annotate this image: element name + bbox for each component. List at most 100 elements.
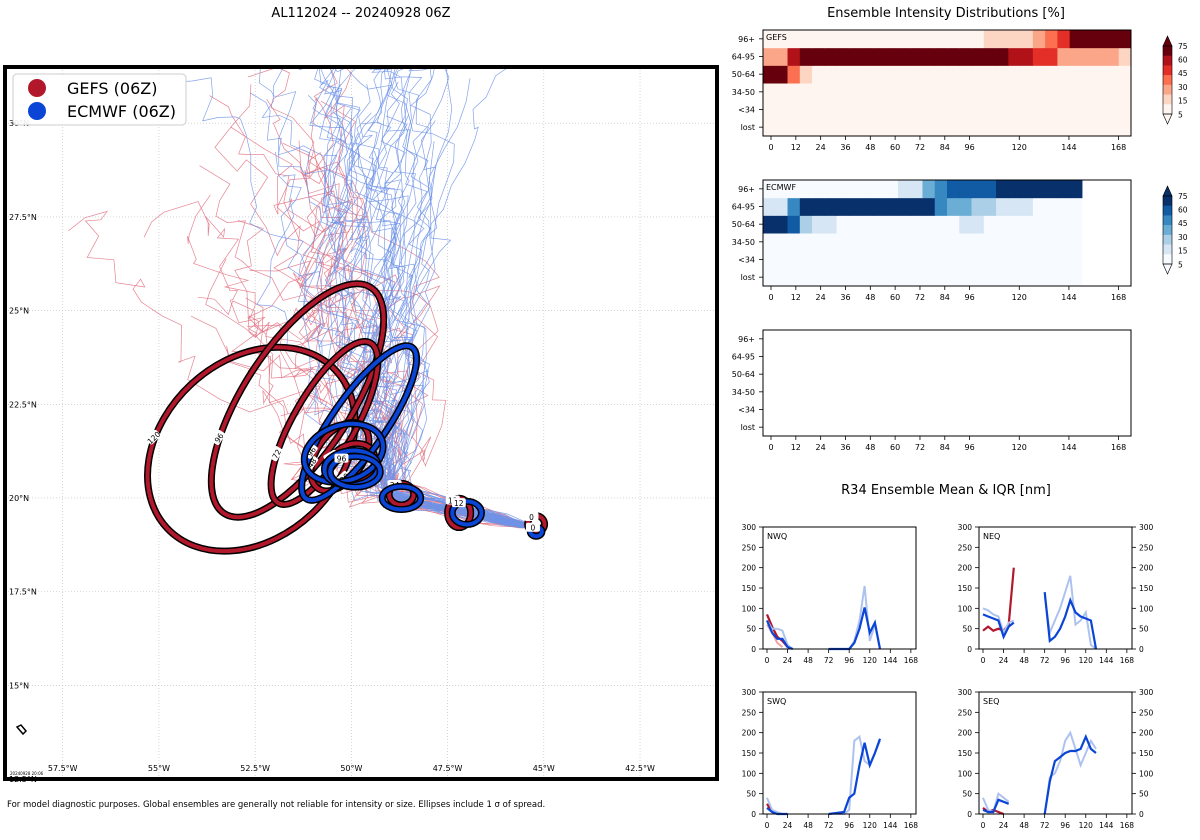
x-tick-label: 48 — [803, 656, 813, 665]
heatmap-cell — [1008, 47, 1022, 66]
ecmwf-track — [308, 95, 537, 529]
lon-tick-label: 45°W — [533, 764, 555, 773]
x-tick-label: 120 — [863, 821, 878, 830]
y-tick-label: 250 — [742, 543, 757, 552]
y-tick-label: 200 — [1139, 729, 1154, 738]
heatmap-cell — [836, 30, 850, 49]
x-tick-label: 24 — [783, 821, 793, 830]
x-tick-label: 168 — [904, 821, 919, 830]
y-tick-label: 200 — [742, 564, 757, 573]
colorbar-tick-label: 15 — [1178, 96, 1188, 105]
heatmap-cell — [910, 30, 923, 49]
colorbar-tick-label: 30 — [1178, 233, 1188, 242]
heatmap-cell — [812, 197, 825, 216]
heatmap-cell — [922, 118, 936, 137]
y-category-label: 64-95 — [732, 53, 755, 62]
heatmap-cell — [897, 233, 911, 252]
ecmwf-track — [383, 66, 537, 529]
x-tick-label: 144 — [883, 821, 898, 830]
ellipse-hour-label: 72 — [271, 448, 284, 461]
r34-panel-nwq: NWQ 0 24 48 72 96 120 144 168 0 50 100 150 200 250 300 — [742, 523, 919, 665]
x-tick-label: 96 — [1060, 821, 1070, 830]
heatmap-cell — [934, 250, 948, 269]
heatmap-cell — [1057, 180, 1071, 199]
heatmap-cell — [983, 250, 997, 269]
heatmap-cell — [934, 268, 948, 287]
heatmap-panel-empty: 96+ 64-95 50-64 34-50 <34 lost 0 12 24 36 48 60 72 84… — [732, 329, 1132, 452]
heatmap-cell — [947, 100, 960, 119]
heatmap-cell — [763, 215, 776, 234]
heatmap-cell — [1020, 65, 1034, 84]
heatmap-cell — [799, 30, 813, 49]
heatmap-cell — [1032, 118, 1046, 137]
legend-ecmwf-marker — [28, 102, 46, 120]
heatmap-cell — [971, 30, 985, 49]
colorbar-tick-label: 75 — [1178, 192, 1188, 201]
heatmap-cell — [787, 47, 801, 66]
heatmap-cell — [775, 197, 789, 216]
y-category-label: 50-64 — [732, 370, 755, 379]
colorbar-tick-label: 60 — [1178, 206, 1188, 215]
x-tick-label: 48 — [865, 293, 875, 302]
x-tick-label: 24 — [999, 821, 1009, 830]
heatmap-cell — [824, 83, 838, 102]
heatmap-cell — [763, 118, 776, 137]
heatmap-cell — [848, 180, 862, 199]
colorbar-segment — [1163, 234, 1172, 245]
ecmwf-track — [261, 67, 537, 529]
lat-tick-label: 25°N — [9, 307, 29, 316]
heatmap-cell — [922, 30, 936, 49]
lat-tick-label: 17.5°N — [9, 588, 37, 597]
heatmap-cell — [763, 268, 776, 287]
colorbar-tick-label: 15 — [1178, 246, 1188, 255]
map-timestamp: 20240928 20:06 — [10, 771, 44, 776]
lon-tick-label: 50°W — [340, 764, 362, 773]
x-tick-label: 72 — [915, 443, 925, 452]
map-legend: GEFS (06Z) ECMWF (06Z) — [12, 73, 187, 126]
heatmap-cell — [1081, 100, 1095, 119]
heatmap-cell — [836, 197, 850, 216]
heatmap-cell — [1020, 180, 1034, 199]
heatmap-cell — [897, 65, 911, 84]
heatmap-cell — [836, 65, 850, 84]
heatmap-cell — [775, 250, 789, 269]
heatmap-cell — [959, 65, 973, 84]
footnote: For model diagnostic purposes. Global en… — [7, 800, 545, 810]
y-tick-label: 0 — [751, 645, 756, 654]
heatmap-cell — [873, 47, 887, 66]
quadrant-label: NEQ — [983, 532, 1000, 541]
heatmap-cell — [848, 268, 862, 287]
x-tick-label: 120 — [1012, 143, 1027, 152]
heatmap-cell — [775, 47, 789, 66]
heatmap-cell — [1094, 100, 1107, 119]
heatmap-cell — [996, 215, 1009, 234]
heatmap-cell — [787, 180, 801, 199]
x-tick-label: 0 — [765, 656, 770, 665]
heatmap-cell — [873, 100, 887, 119]
heatmap-cell — [983, 65, 997, 84]
heatmap-cell — [799, 197, 813, 216]
x-tick-label: 0 — [765, 821, 770, 830]
heatmap-cell — [959, 268, 973, 287]
heatmap-cell — [885, 180, 899, 199]
heatmap-cell — [1032, 197, 1046, 216]
heatmap-cell — [1106, 30, 1120, 49]
x-tick-label: 72 — [1040, 656, 1050, 665]
heatmap-cell — [934, 180, 948, 199]
ecmwf-track — [333, 153, 537, 529]
heatmap-cell — [775, 215, 789, 234]
heatmap-cell — [959, 118, 973, 137]
y-tick-label: 300 — [742, 688, 757, 697]
heatmap-cell — [799, 83, 813, 102]
x-tick-label: 120 — [863, 656, 878, 665]
x-tick-label: 84 — [940, 293, 950, 302]
heatmap-cell — [897, 47, 911, 66]
r34-frame — [762, 526, 917, 650]
y-tick-label: 150 — [742, 749, 757, 758]
heatmap-panel-ecmwf: 96+ 64-95 50-64 34-50 <34 lost ECMWF 0 12 24 36 48 6… — [732, 179, 1188, 302]
heatmap-cell — [1045, 215, 1058, 234]
colorbar-tick-label: 30 — [1178, 83, 1188, 92]
heatmap-cell — [922, 83, 936, 102]
heatmap-cell — [947, 118, 960, 137]
